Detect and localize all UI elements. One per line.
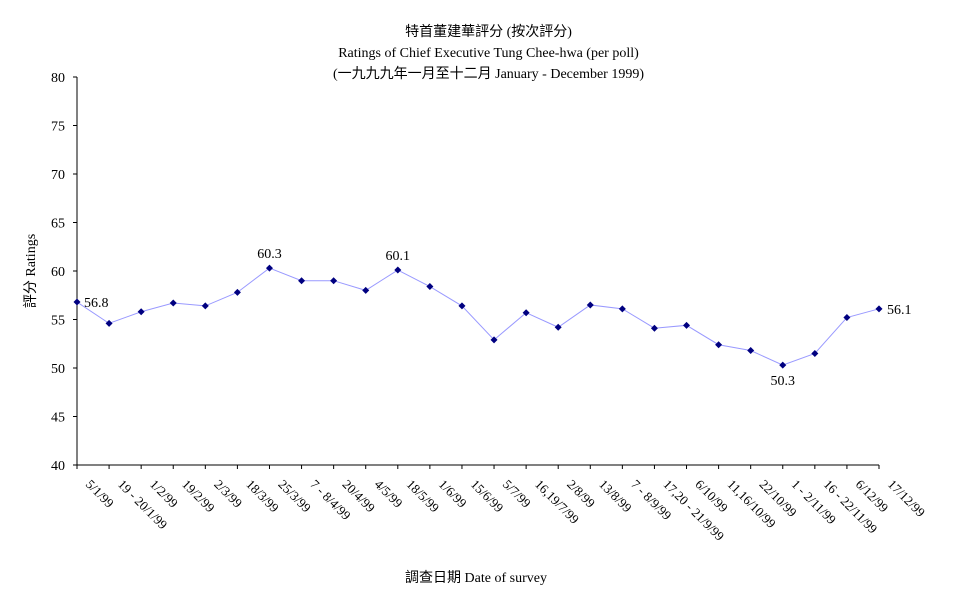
data-point	[747, 347, 755, 355]
data-point	[298, 277, 306, 285]
y-tick-label: 65	[51, 217, 65, 232]
y-tick-label: 50	[51, 362, 65, 377]
chart-title: 特首董建華評分 (按次評分)	[405, 25, 572, 40]
chart-titles: 特首董建華評分 (按次評分) Ratings of Chief Executiv…	[0, 22, 977, 85]
y-tick-label: 60	[51, 265, 65, 280]
y-tick-label: 40	[51, 459, 65, 474]
data-point	[169, 299, 177, 307]
data-point	[554, 323, 562, 331]
x-tick-label: 5/1/99	[83, 477, 117, 511]
data-point	[265, 264, 273, 272]
data-point	[426, 283, 434, 291]
data-point	[522, 309, 530, 317]
data-point	[73, 298, 81, 306]
data-point	[811, 349, 819, 357]
x-tick-label: 25/3/99	[275, 477, 314, 516]
data-label: 56.1	[887, 303, 912, 318]
data-point	[362, 286, 370, 294]
data-label: 56.8	[84, 296, 109, 311]
data-point	[137, 308, 145, 316]
chart-subtitle-period: (一九九九年一月至十二月 January - December 1999)	[332, 67, 645, 82]
chart-subtitle: Ratings of Chief Executive Tung Chee-hwa…	[338, 46, 639, 61]
data-point	[843, 314, 851, 322]
x-axis-title: 調查日期 Date of survey	[405, 570, 547, 586]
y-tick-label: 45	[51, 411, 65, 426]
data-point	[586, 301, 594, 309]
y-tick-label: 70	[51, 168, 65, 183]
y-tick-label: 55	[51, 314, 65, 329]
data-point	[330, 277, 338, 285]
data-point	[394, 266, 402, 274]
y-tick-label: 80	[51, 71, 65, 86]
data-label: 60.3	[257, 247, 282, 262]
data-point	[458, 302, 466, 310]
x-tick-label: 18/3/99	[243, 477, 282, 516]
y-tick-label: 75	[51, 120, 65, 135]
x-tick-label: 15/6/99	[468, 477, 507, 516]
data-label: 50.3	[771, 374, 796, 389]
data-point	[715, 341, 723, 349]
data-label: 60.1	[386, 249, 411, 264]
data-point	[683, 321, 691, 329]
data-point	[201, 302, 209, 310]
data-point	[105, 319, 113, 327]
series-line	[76, 267, 880, 366]
data-point	[875, 305, 883, 313]
data-point	[490, 336, 498, 344]
data-point	[618, 305, 626, 313]
x-tick-label: 17/12/99	[885, 477, 928, 520]
data-point	[650, 324, 658, 332]
x-tick-label: 18/5/99	[404, 477, 443, 516]
data-point	[779, 361, 787, 369]
x-tick-label: 13/8/99	[596, 477, 635, 516]
data-point	[233, 288, 241, 296]
y-axis-title: 評分 Ratings	[23, 234, 39, 308]
x-tick-label: 19/2/99	[179, 477, 218, 516]
